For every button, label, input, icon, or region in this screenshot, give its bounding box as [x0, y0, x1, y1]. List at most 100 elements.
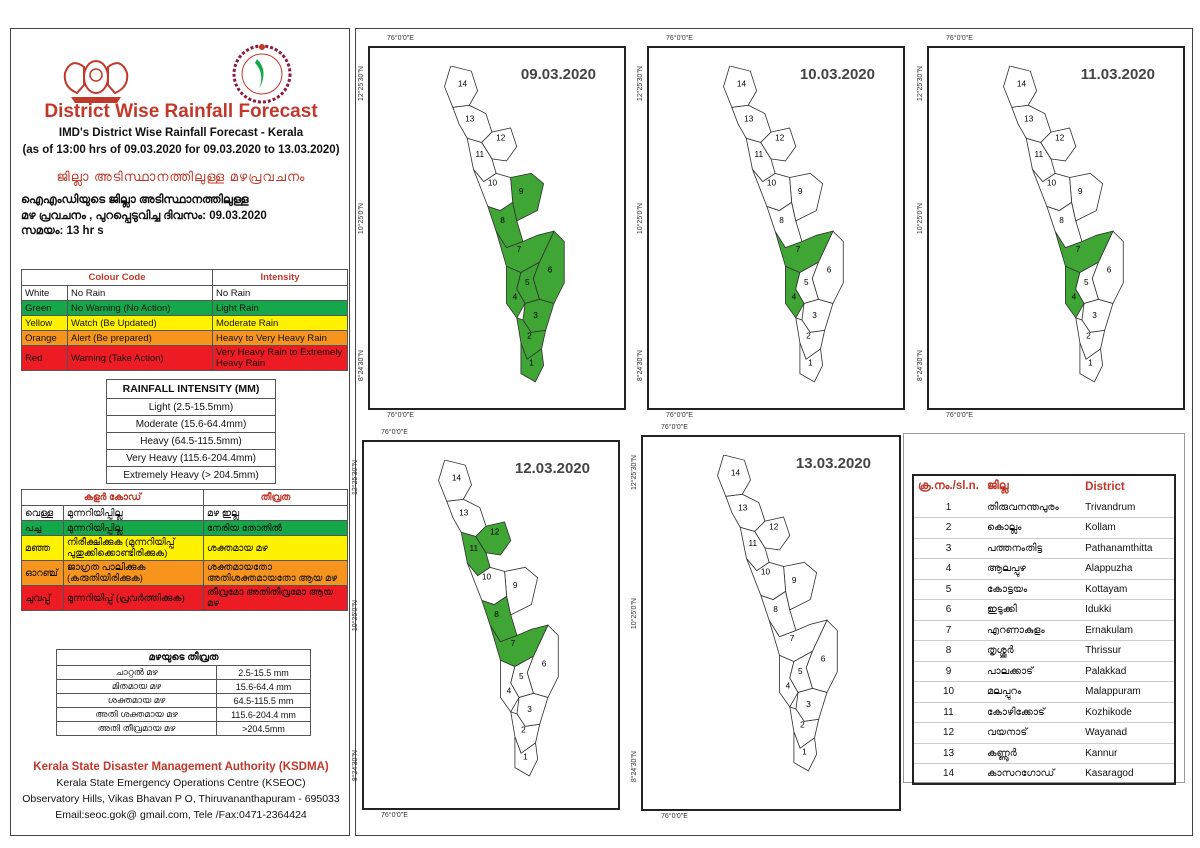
- legend-row: 7 എറണാകുളം Ernakulam: [913, 620, 1175, 641]
- district-label: 5: [798, 667, 803, 676]
- district-label: 10: [488, 179, 498, 188]
- district-label: 7: [796, 245, 801, 254]
- legend-row: 2 കൊല്ലം Kollam: [913, 517, 1175, 539]
- rainfall-intensity-table: RAINFALL INTENSITY (MM) Light (2.5-15.5m…: [106, 379, 276, 484]
- district-14: [444, 66, 478, 108]
- table-row: Moderate (15.6-64.4mm): [106, 415, 276, 433]
- table-row: ഓറഞ്ച് ജാഗ്രത പാലിക്കുക (കരുതിയിരിക്കുക) ശ…: [21, 560, 348, 586]
- footer-address: Observatory Hills, Vikas Bhavan P O, Thi…: [22, 793, 340, 805]
- district-label: 7: [517, 245, 522, 254]
- district-label: 12: [496, 133, 506, 142]
- ml-intensity-title: മഴയുടെ തീവ്രത: [56, 649, 311, 666]
- district-14: [438, 460, 472, 502]
- ml-info-line-2: മഴ പ്രവചനം , പുറപ്പെടുവിച്ച ദിവസം: 09.03…: [21, 210, 267, 222]
- district-label: 2: [521, 726, 526, 735]
- district-label: 4: [786, 681, 791, 690]
- district-3: [801, 298, 834, 333]
- latitude-label-south: 8°24'30"N: [637, 350, 644, 382]
- district-label: 11: [475, 150, 484, 159]
- table-row: Yellow Watch (Be Updated) Moderate Rain: [21, 315, 348, 331]
- table-row: Light (2.5-15.5mm): [106, 398, 276, 416]
- district-label: 12: [490, 527, 500, 536]
- district-label: 8: [773, 605, 778, 614]
- district-label: 13: [465, 115, 475, 124]
- legend-row: 10 മലപ്പുറം Malappuram: [913, 681, 1175, 703]
- latitude-label-mid: 10°25'0"N: [637, 203, 644, 235]
- district-9: [1069, 172, 1104, 222]
- map-date: 12.03.2020: [514, 460, 590, 477]
- district-label: 2: [1086, 332, 1091, 341]
- legend-row: 1 തിരുവനന്തപുരം Trivandrum: [913, 497, 1175, 518]
- district-label: 13: [744, 115, 754, 124]
- district-13: [725, 493, 766, 532]
- district-13: [731, 104, 772, 143]
- latitude-label-north: 12°25'30"N: [358, 66, 365, 102]
- longitude-label-bottom: 76°0'0"E: [666, 412, 693, 419]
- forecast-map: 09.03.2020 1 2 3 4 5 6 7 8 9 10 11 12 13 14: [368, 46, 626, 410]
- page-title: District Wise Rainfall Forecast: [44, 101, 318, 122]
- legend-row: 8 തൃശ്ശൂർ Thrissur: [913, 640, 1175, 662]
- latitude-label-north: 12°25'30"N: [631, 455, 638, 491]
- district-label: 14: [1017, 80, 1027, 89]
- table-row: Heavy (64.5-115.5mm): [106, 432, 276, 450]
- info-panel: District Wise Rainfall Forecast IMD's Di…: [10, 28, 350, 836]
- district-label: 8: [1059, 216, 1064, 225]
- malayalam-title: ജില്ലാ അടിസ്ഥാനത്തിലുള്ള മഴപ്രവചനം: [56, 169, 306, 184]
- district-label: 5: [525, 278, 530, 287]
- district-label: 4: [513, 292, 518, 301]
- longitude-label-top: 76°0'0"E: [661, 424, 688, 431]
- district-label: 12: [1055, 133, 1065, 142]
- intensity-header: Intensity: [212, 269, 348, 286]
- kerala-emblem-logo: [63, 60, 129, 103]
- table-row: ചാറ്റൽ മഴ 2.5-15.5 mm: [56, 665, 311, 680]
- longitude-label-bottom: 76°0'0"E: [661, 813, 688, 820]
- district-label: 13: [459, 509, 469, 518]
- district-label: 6: [1107, 265, 1112, 274]
- table-row: പച്ച മുന്നറിയിപ്പില്ല നേരിയ തോതിൽ: [21, 520, 348, 536]
- footer-org: Kerala State Disaster Management Authori…: [33, 761, 329, 773]
- district-label: 6: [827, 265, 832, 274]
- district-6: [805, 619, 838, 693]
- district-9: [783, 561, 818, 611]
- district-label: 6: [548, 265, 553, 274]
- district-label: 7: [511, 639, 516, 648]
- district-label: 1: [529, 358, 534, 367]
- district-label: 11: [1034, 150, 1043, 159]
- district-6: [811, 230, 844, 304]
- district-label: 3: [533, 311, 538, 320]
- district-label: 10: [482, 573, 492, 582]
- latitude-label-south: 8°24'30"N: [631, 751, 638, 783]
- district-label: 10: [767, 179, 777, 188]
- district-label: 4: [507, 686, 512, 695]
- district-label: 11: [469, 544, 478, 553]
- district-label: 10: [761, 568, 771, 577]
- district-label: 12: [769, 522, 779, 531]
- forecast-map: 10.03.2020 1 2 3 4 5 6 7 8 9 10 11 12 13 14: [647, 46, 905, 410]
- ksdma-logo: [232, 44, 292, 104]
- table-row: White No Rain No Rain: [21, 285, 348, 301]
- district-label: 1: [1088, 358, 1093, 367]
- colour-code-header: Colour Code: [21, 269, 213, 286]
- district-6: [1091, 230, 1124, 304]
- maps-panel: [355, 28, 1193, 836]
- legend-row: 4 ആലപ്പുഴ Alappuzha: [913, 558, 1175, 580]
- forecast-map: 12.03.2020 1 2 3 4 5 6 7 8 9 10 11 12 13 14: [362, 440, 620, 810]
- table-row: Red Warning (Take Action) Very Heavy Rain …: [21, 345, 348, 371]
- district-label: 14: [737, 80, 747, 89]
- district-13: [452, 104, 493, 143]
- table-row: Extremely Heavy (> 204.5mm): [106, 466, 276, 484]
- legend-row: 13 കണ്ണൂർ Kannur: [913, 743, 1175, 764]
- rainfall-intensity-title: RAINFALL INTENSITY (MM): [106, 379, 276, 399]
- table-row: Orange Alert (Be prepared) Heavy to Very H…: [21, 330, 348, 346]
- table-row: ചുവപ്പ് മുന്നറിയിപ്പ് (പ്രവർത്തിക്കുക) തീവ…: [21, 585, 348, 611]
- district-label: 14: [458, 80, 468, 89]
- legend-row: 12 വയനാട് Wayanad: [913, 722, 1175, 744]
- legend-row: 3 പത്തനംതിട്ട Pathanamthitta: [913, 538, 1175, 559]
- table-row: Very Heavy (115.6-204.4mm): [106, 449, 276, 467]
- district-label: 3: [527, 705, 532, 714]
- ml-info-line-3: സമയം: 13 hr s: [21, 225, 104, 237]
- map-date: 13.03.2020: [795, 455, 871, 472]
- ml-intensity-table: മഴയുടെ തീവ്രത ചാറ്റൽ മഴ 2.5-15.5 mm മിതമാ…: [56, 649, 311, 736]
